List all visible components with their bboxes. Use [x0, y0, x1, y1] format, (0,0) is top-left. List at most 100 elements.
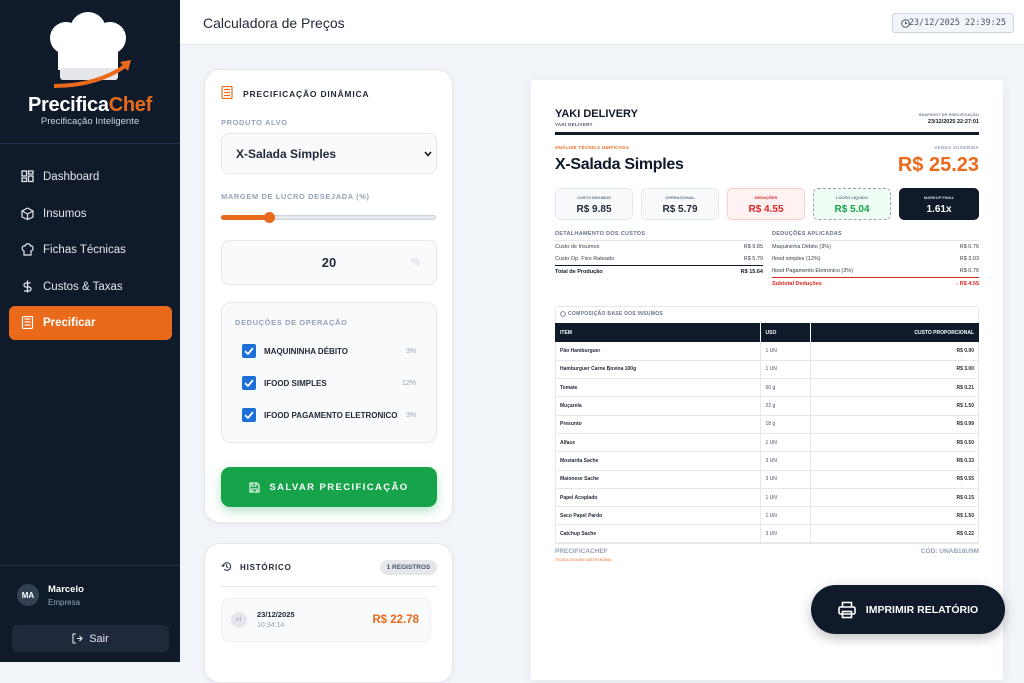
header: Calculadora de Preços 23/12/2025 22:39:2… [180, 0, 1024, 45]
deduction-name: MAQUININHA DÉBITO [264, 347, 348, 356]
item-name: Alface [555, 433, 760, 453]
card-value: R$ 5.79 [662, 204, 698, 215]
table-row: Hamburguer Carne Bovina 100g 1 UN R$ 3.00 [555, 360, 979, 380]
icon [21, 243, 34, 256]
divider [221, 586, 437, 587]
history-entry[interactable] [221, 598, 431, 642]
table-header: ITEM USO CUSTO PROPORCIONAL [555, 323, 979, 342]
table-row: Presunto 18 g R$ 0.99 [555, 415, 979, 434]
report-code: CÓD: UNAB18U9M [920, 548, 979, 555]
summary-card: CUSTO INSUMOS R$ 9.85 [555, 188, 633, 220]
snapshot-date: 23/12/2025 22:27:01 [927, 119, 979, 125]
check-icon [244, 379, 254, 388]
logout-label: Sair [89, 632, 109, 645]
item-name: Hamburguer Carne Bovina 100g [555, 360, 760, 380]
field-label: PRODUTO ALVO [221, 118, 288, 127]
table-row: Maionese Sache 3 UN R$ 0.55 [555, 470, 979, 489]
deduction-rate: 3% [405, 412, 416, 419]
costs-list: Custo de Insumos R$ 9.85 Custo Op. Fixo Ra… [555, 240, 763, 277]
item-name: Papel Acoplado [555, 488, 760, 508]
icon [837, 601, 856, 618]
product-select[interactable]: X-Salada Simples [221, 133, 437, 174]
row-value: R$ 3.03 [959, 256, 979, 262]
deduction-rate: 12% [401, 380, 416, 387]
nav-label: Fichas Técnicas [43, 244, 126, 256]
item-usage: 3 UN [759, 470, 810, 489]
print-button[interactable]: IMPRIMIR RELATÓRIO [811, 585, 1005, 634]
nav-item[interactable]: Insumos [9, 197, 172, 231]
checkbox[interactable] [242, 344, 256, 358]
rule [555, 132, 979, 135]
detail-row: Custo de Insumos R$ 9.85 [555, 241, 763, 253]
nav-item[interactable]: Custos & Taxas [9, 270, 172, 304]
item-usage: 22 g [759, 396, 810, 416]
save-button[interactable]: SALVAR PRECIFICAÇÃO [221, 467, 437, 507]
item-cost: R$ 0.33 [809, 451, 979, 471]
total-value: - R$ 4.55 [956, 280, 979, 287]
item-usage: 1 UN [759, 488, 810, 508]
summary-card: MARKUP FINAL 1.61x [899, 188, 979, 220]
column-header: ITEM [555, 323, 760, 342]
row-label: Custo de Insumos [555, 244, 600, 250]
row-label: Ifood Pagamento Eletronico (3%) [772, 268, 854, 274]
deductions-box [221, 302, 437, 443]
icon [221, 86, 233, 99]
clock: 23/12/2025 22:39:25 [892, 13, 1014, 33]
brand-main: Precifica [28, 94, 109, 116]
item-cost: R$ 1.50 [809, 396, 979, 416]
header-title: Calculadora de Preços [203, 15, 345, 31]
nav-item-active[interactable]: Precificar [9, 306, 172, 340]
logout-button[interactable]: Sair [12, 625, 169, 652]
table-row: Muçarela 22 g R$ 1.50 [555, 396, 979, 416]
total-label: Subtotal Deduções [772, 280, 822, 287]
nav-item[interactable]: Dashboard [9, 160, 172, 194]
item-usage: 1 UN [759, 342, 810, 361]
sidebar: PrecificaChef Precificação Inteligente D… [0, 0, 180, 662]
avatar: MA [17, 584, 39, 606]
icon [249, 481, 260, 493]
item-name: Muçarela [555, 396, 760, 416]
tagline: Precificação Inteligente [40, 116, 140, 127]
history-index: #1 [231, 612, 247, 628]
checkbox[interactable] [242, 376, 256, 390]
composition-table: ITEM USO CUSTO PROPORCIONAL Pão Hamburguer 1… [555, 323, 979, 544]
item-cost: R$ 0.21 [809, 378, 979, 398]
item-name: Saco Papel Pardo [555, 506, 760, 526]
column-header: CUSTO PROPORCIONAL [809, 323, 979, 342]
item-usage: 60 g [759, 378, 810, 398]
item-usage: 18 g [759, 415, 810, 434]
detail-row: Custo Op. Fixo Rateado R$ 5.79 [555, 253, 763, 265]
item-cost: R$ 0.50 [809, 433, 979, 453]
row-value: R$ 5.79 [743, 256, 763, 262]
slider-thumb[interactable] [264, 212, 275, 223]
field-label: MARGEM DE LUCRO DESEJADA (%) [221, 192, 370, 201]
item-cost: R$ 0.55 [809, 470, 979, 489]
row-label: Ifood simples (12%) [772, 256, 821, 262]
detail-row: Ifood simples (12%) R$ 3.03 [772, 253, 979, 265]
item-usage: 3 UN [759, 451, 810, 471]
nav-item[interactable]: Fichas Técnicas [9, 233, 172, 267]
history-price: R$ 22.78 [372, 614, 419, 626]
logo-hat [50, 12, 131, 88]
deduction-name: IFOOD SIMPLES [264, 379, 327, 388]
card-label: DEDUÇÕES [754, 195, 778, 200]
margin-input[interactable] [221, 240, 437, 285]
icon [72, 633, 83, 644]
item-usage: 3 UN [759, 524, 810, 544]
analysis-label: ANÁLISE TÉCNICA UNIFICADA [555, 145, 630, 150]
deduction-rate: 3% [405, 348, 416, 355]
history-count: 1 REGISTROS [380, 560, 437, 575]
detail-total: Subtotal Deduções - R$ 4.55 [772, 277, 979, 289]
save-label: SALVAR PRECIFICAÇÃO [269, 481, 409, 493]
card-label: LUCRO LÍQUIDO [836, 195, 868, 200]
checkbox[interactable] [242, 408, 256, 422]
table-row: Catchup Sache 3 UN R$ 0.22 [555, 524, 979, 544]
card-value: 1.61x [926, 204, 952, 215]
history-title: HISTÓRICO [240, 563, 292, 572]
deductions-title: DEDUÇÕES APLICADAS [772, 231, 842, 237]
summary-card: OPERACIONAL R$ 5.79 [641, 188, 719, 220]
icon [21, 207, 34, 220]
icon [21, 316, 34, 329]
